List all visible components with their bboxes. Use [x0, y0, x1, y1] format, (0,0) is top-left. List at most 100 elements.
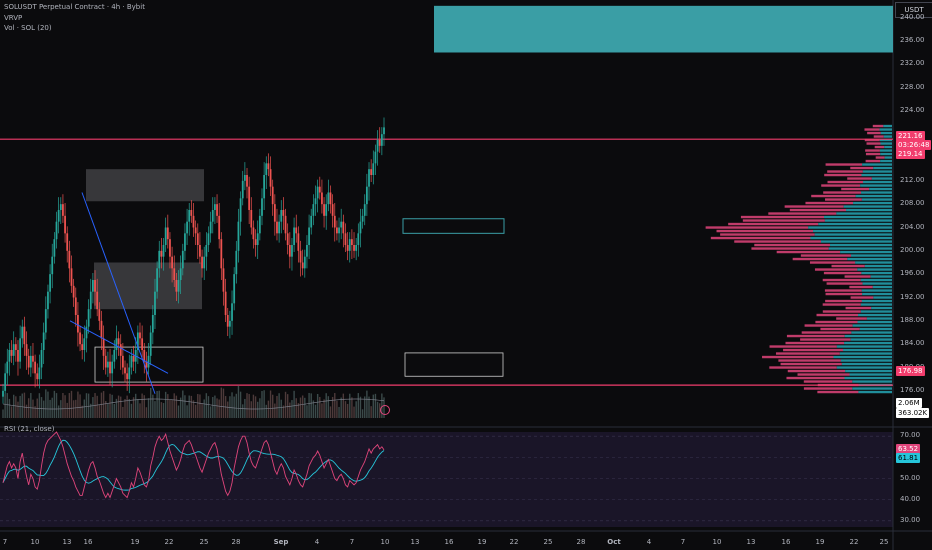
- volume-profile-bar-buy: [879, 128, 892, 131]
- indicator-volume-label[interactable]: Vol · SOL (20): [4, 24, 52, 32]
- volume-bar: [201, 403, 203, 418]
- volume-bar: [314, 404, 317, 418]
- price-tick-label: 200.00: [900, 245, 925, 254]
- candle-body: [47, 291, 49, 310]
- price-tick-label: 196.00: [900, 269, 925, 278]
- volume-profile-bar-buy: [861, 289, 892, 292]
- candle-body: [363, 204, 366, 216]
- volume-bar: [344, 401, 347, 418]
- candle-body: [239, 198, 242, 222]
- volume-bar: [62, 393, 64, 418]
- volume-bar: [297, 403, 300, 418]
- volume-bar: [124, 399, 126, 418]
- candle-body: [130, 355, 133, 368]
- candle-body: [291, 245, 293, 257]
- candle-body: [199, 245, 201, 257]
- candle-body: [237, 221, 240, 251]
- candle-body: [53, 239, 56, 257]
- volume-bar: [316, 393, 319, 418]
- volume-bar: [13, 394, 15, 418]
- volume-profile-bar-sell: [822, 310, 861, 313]
- volume-profile-bar-buy: [883, 124, 892, 128]
- volume-bar: [55, 393, 58, 418]
- candle-body: [149, 332, 152, 356]
- volume-profile-bar-buy: [879, 149, 892, 152]
- candle-body: [316, 186, 319, 199]
- volume-bar: [248, 394, 250, 418]
- volume-bar: [323, 399, 325, 418]
- volume-bar: [265, 404, 267, 418]
- volume-bar: [53, 390, 56, 418]
- volume-bar: [338, 406, 340, 418]
- volume-bar: [306, 405, 308, 418]
- volume-bar: [336, 400, 338, 418]
- price-tick-label: 184.00: [900, 339, 925, 348]
- volume-profile-bar-sell: [866, 142, 881, 145]
- volume-profile-bar-buy: [870, 275, 892, 278]
- volume-profile-bar-buy: [879, 138, 892, 142]
- candle-body: [314, 198, 317, 205]
- volume-bar: [252, 394, 255, 418]
- volume-bar: [6, 393, 8, 418]
- volume-bar: [289, 402, 291, 418]
- candle-body: [321, 192, 323, 205]
- candle-body: [205, 245, 208, 257]
- candle-body: [68, 250, 71, 269]
- volume-profile-bar-sell: [728, 222, 819, 226]
- volume-bar: [4, 394, 6, 418]
- candle-body: [333, 215, 336, 228]
- volume-profile-bar-buy: [883, 135, 892, 138]
- volume-profile-bar-buy: [861, 271, 892, 275]
- candle-body: [265, 163, 268, 175]
- volume-profile-bar-sell: [720, 233, 815, 236]
- candle-body: [254, 239, 257, 245]
- time-tick-label: 13: [410, 538, 420, 546]
- candle-body: [344, 233, 347, 245]
- candle-body: [121, 355, 124, 368]
- indicator-vrvp-label[interactable]: VRVP: [4, 14, 23, 22]
- candle-body: [306, 245, 308, 257]
- volume-bar: [259, 398, 261, 418]
- candle-body: [79, 332, 81, 345]
- time-tick-label: 28: [231, 538, 241, 546]
- rsi-line: [2, 431, 385, 499]
- candle-body: [162, 245, 165, 257]
- volume-profile-bar-sell: [805, 201, 854, 205]
- time-tick-label: 4: [646, 538, 652, 546]
- volume-profile-bar-buy: [850, 254, 892, 257]
- volume-bar: [111, 394, 113, 418]
- volume-profile-bar-buy: [844, 341, 892, 345]
- volume-profile-bar-buy: [880, 142, 892, 145]
- time-tick-label: 25: [543, 538, 553, 546]
- time-tick-label: 16: [781, 538, 791, 546]
- volume-profile-bar-sell: [762, 355, 834, 359]
- time-tick-label: 28: [576, 538, 586, 546]
- candle-body: [141, 338, 144, 350]
- time-tick-label: 10: [30, 538, 40, 546]
- candle-body: [312, 204, 315, 216]
- volume-bar: [355, 401, 357, 418]
- candle-body: [132, 355, 135, 362]
- currency-label[interactable]: USDT: [895, 2, 932, 18]
- volume-profile-bar-buy: [855, 194, 892, 198]
- volume-profile-bar-buy: [841, 362, 892, 366]
- volume-bar: [220, 387, 223, 418]
- volume-profile-bar-sell: [865, 149, 880, 152]
- rsi-label[interactable]: RSI (21, close): [4, 425, 55, 433]
- volume-bar: [293, 390, 295, 418]
- candle-body: [154, 291, 156, 315]
- volume-profile-bar-buy: [862, 282, 892, 285]
- volume-bar: [83, 399, 86, 418]
- volume-profile-bar-sell: [822, 278, 861, 282]
- time-tick-label: 13: [62, 538, 72, 546]
- candle-body: [273, 204, 276, 222]
- volume-bar: [32, 399, 34, 418]
- rsi-pane-background: [0, 432, 893, 527]
- volume-bar: [164, 391, 167, 418]
- volume-bar: [171, 400, 173, 418]
- candle-body: [340, 221, 343, 228]
- candle-body: [40, 350, 43, 368]
- candle-body: [139, 332, 141, 339]
- volume-profile-bar-sell: [769, 345, 837, 348]
